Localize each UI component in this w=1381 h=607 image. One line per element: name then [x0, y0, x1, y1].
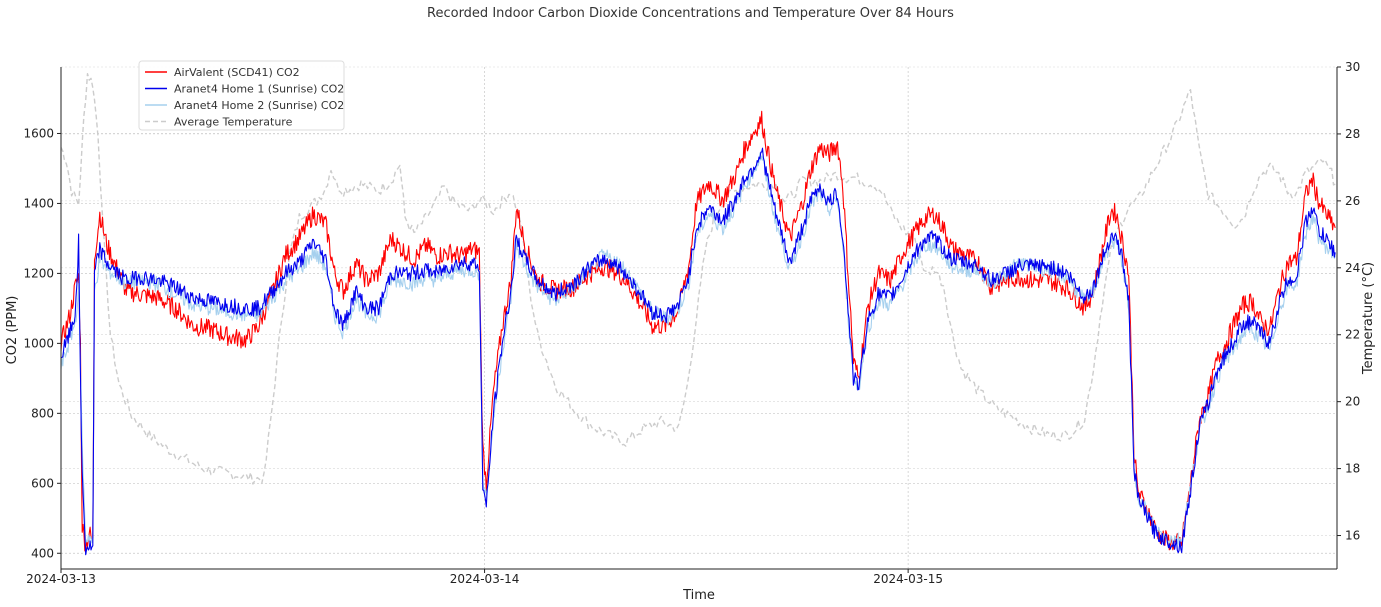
y2-ticks: 16 18 20 22 24 26 28 30: [1337, 60, 1360, 543]
y-tick-label: 400: [31, 546, 54, 560]
y2-tick-label: 16: [1345, 529, 1360, 543]
x-tick-label: 2024-03-14: [450, 572, 520, 586]
y2-tick-label: 28: [1345, 127, 1360, 141]
series-line-2: [60, 152, 1336, 546]
legend-label: Average Temperature: [174, 116, 293, 129]
x-tick-label: 2024-03-15: [873, 572, 943, 586]
series-line-1: [60, 147, 1336, 556]
chart-title: Recorded Indoor Carbon Dioxide Concentra…: [427, 6, 954, 21]
x-tick-label: 2024-03-13: [26, 572, 96, 586]
y2-tick-label: 18: [1345, 462, 1360, 476]
y-tick-label: 800: [31, 406, 54, 420]
y-tick-label: 1400: [23, 196, 54, 210]
y2-tick-label: 22: [1345, 328, 1360, 342]
grid: [60, 66, 1337, 569]
y2-tick-label: 26: [1345, 194, 1360, 208]
y-ticks: 400 600 800 1000 1200 1400 1600: [23, 126, 61, 560]
y2-tick-label: 20: [1345, 395, 1360, 409]
series-line-0: [60, 110, 1336, 553]
y-tick-label: 1600: [23, 126, 54, 140]
y-tick-label: 1000: [23, 336, 54, 350]
x-ticks: 2024-03-13 2024-03-14 2024-03-15: [26, 569, 943, 586]
y-axis-label: CO2 (PPM): [5, 296, 20, 365]
x-axis-label: Time: [682, 588, 715, 603]
series-line-3: [60, 73, 1336, 485]
legend-label: Aranet4 Home 1 (Sunrise) CO2: [174, 83, 344, 96]
y-tick-label: 600: [31, 476, 54, 490]
axes: [60, 67, 1338, 570]
y-tick-label: 1200: [23, 266, 54, 280]
legend-box: [138, 60, 345, 131]
legend-label: AirValent (SCD41) CO2: [174, 66, 300, 79]
legend-label: Aranet4 Home 2 (Sunrise) CO2: [174, 99, 344, 112]
plot-series: [60, 73, 1336, 556]
y2-tick-label: 24: [1345, 261, 1360, 275]
y2-tick-label: 30: [1345, 60, 1360, 74]
legend: AirValent (SCD41) CO2 Aranet4 Home 1 (Sun…: [138, 60, 345, 131]
y2-axis-label: Temperature (°C): [1361, 262, 1376, 375]
